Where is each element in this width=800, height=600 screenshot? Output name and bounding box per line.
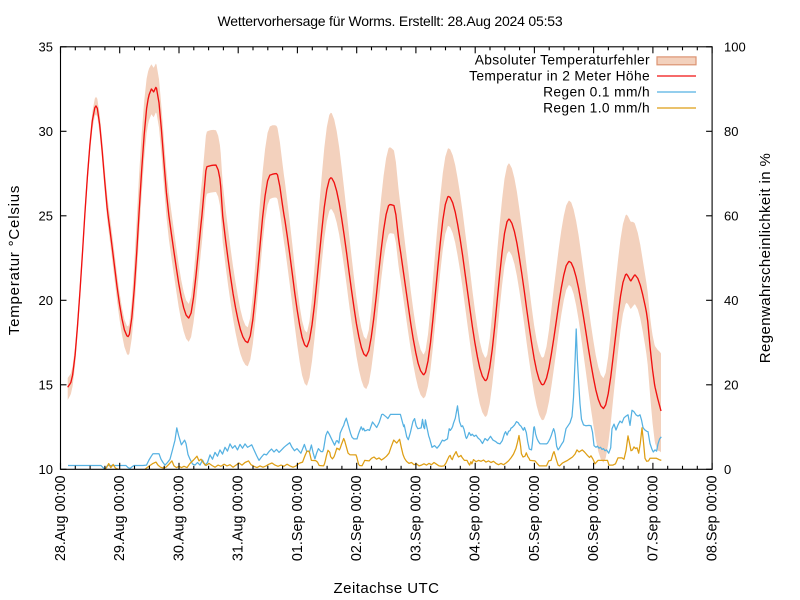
svg-text:80: 80 [724,124,738,139]
svg-text:02.Sep 00:00: 02.Sep 00:00 [349,476,365,562]
svg-text:06.Sep 00:00: 06.Sep 00:00 [586,476,602,562]
svg-text:0: 0 [724,462,731,477]
svg-text:Regen 0.1 mm/h: Regen 0.1 mm/h [543,85,650,100]
svg-text:Temperatur °Celsius: Temperatur °Celsius [6,185,23,335]
svg-text:Absoluter Temperaturfehler: Absoluter Temperaturfehler [475,53,650,68]
svg-text:08.Sep 00:00: 08.Sep 00:00 [705,476,721,562]
svg-text:Regen 1.0 mm/h: Regen 1.0 mm/h [543,101,650,116]
svg-text:29.Aug 00:00: 29.Aug 00:00 [112,476,128,562]
svg-text:28.Aug 00:00: 28.Aug 00:00 [53,476,69,562]
svg-text:15: 15 [39,377,53,392]
svg-text:04.Sep 00:00: 04.Sep 00:00 [468,476,484,562]
svg-text:Zeitachse UTC: Zeitachse UTC [334,580,440,597]
svg-text:10: 10 [39,462,53,477]
svg-text:31.Aug 00:00: 31.Aug 00:00 [231,476,247,562]
svg-text:35: 35 [39,39,53,54]
svg-text:30: 30 [39,124,53,139]
svg-text:Temperatur in 2 Meter Höhe: Temperatur in 2 Meter Höhe [469,69,650,84]
svg-text:03.Sep 00:00: 03.Sep 00:00 [408,476,424,562]
svg-text:25: 25 [39,208,53,223]
svg-text:Wettervorhersage für Worms. Er: Wettervorhersage für Worms. Erstellt: 28… [218,13,563,29]
svg-text:100: 100 [724,39,746,54]
svg-text:30.Aug 00:00: 30.Aug 00:00 [172,476,188,562]
svg-text:07.Sep 00:00: 07.Sep 00:00 [645,476,661,562]
svg-text:20: 20 [39,293,53,308]
svg-text:Regenwahrscheinlichkeit in %: Regenwahrscheinlichkeit in % [757,153,774,363]
svg-text:01.Sep 00:00: 01.Sep 00:00 [290,476,306,562]
svg-text:40: 40 [724,293,738,308]
svg-text:20: 20 [724,377,738,392]
svg-text:60: 60 [724,208,738,223]
svg-text:05.Sep 00:00: 05.Sep 00:00 [527,476,543,562]
